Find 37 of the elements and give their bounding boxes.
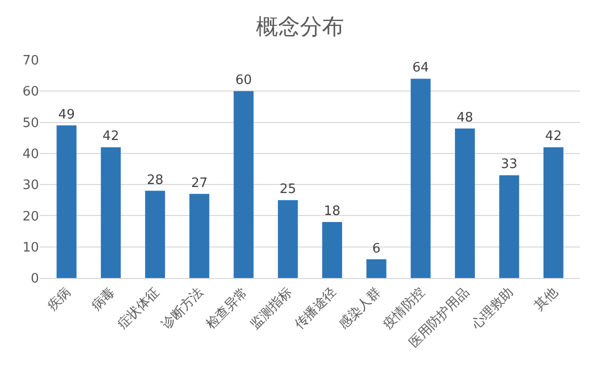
bar <box>189 194 210 278</box>
bar <box>145 190 166 278</box>
data-label: 28 <box>146 172 164 188</box>
bar <box>234 91 254 278</box>
y-tick-label: 30 <box>22 178 39 194</box>
data-label: 42 <box>545 129 562 144</box>
data-label: 6 <box>372 241 381 256</box>
data-label: 27 <box>191 176 208 191</box>
data-label: 49 <box>58 107 75 122</box>
data-label: 42 <box>102 129 120 144</box>
bar <box>56 125 77 278</box>
bar <box>543 147 564 278</box>
data-label: 60 <box>235 73 252 88</box>
bar <box>322 222 342 278</box>
y-tick-label: 0 <box>30 272 39 287</box>
bar <box>410 78 431 278</box>
y-tick-label: 10 <box>22 240 39 256</box>
y-tick-label: 70 <box>22 54 39 69</box>
data-label: 18 <box>324 204 340 219</box>
y-tick-label: 20 <box>22 209 39 224</box>
x-tick-label: 疾病 <box>44 284 74 314</box>
bar <box>454 128 475 278</box>
y-tick-label: 50 <box>22 116 39 131</box>
bar <box>366 259 386 278</box>
bar <box>499 175 520 278</box>
bar <box>100 147 121 278</box>
bar <box>278 200 298 278</box>
data-label: 33 <box>500 157 518 172</box>
x-tick-label: 诊断方法 <box>158 284 207 332</box>
y-tick-label: 60 <box>22 84 39 100</box>
x-tick-label: 病毒 <box>89 284 118 314</box>
chart-title: 概念分布 <box>256 15 344 40</box>
y-tick-label: 40 <box>22 146 39 162</box>
x-tick-label: 其他 <box>532 284 561 314</box>
data-label: 48 <box>456 110 474 126</box>
data-label: 64 <box>412 60 429 76</box>
data-label: 25 <box>280 182 296 198</box>
